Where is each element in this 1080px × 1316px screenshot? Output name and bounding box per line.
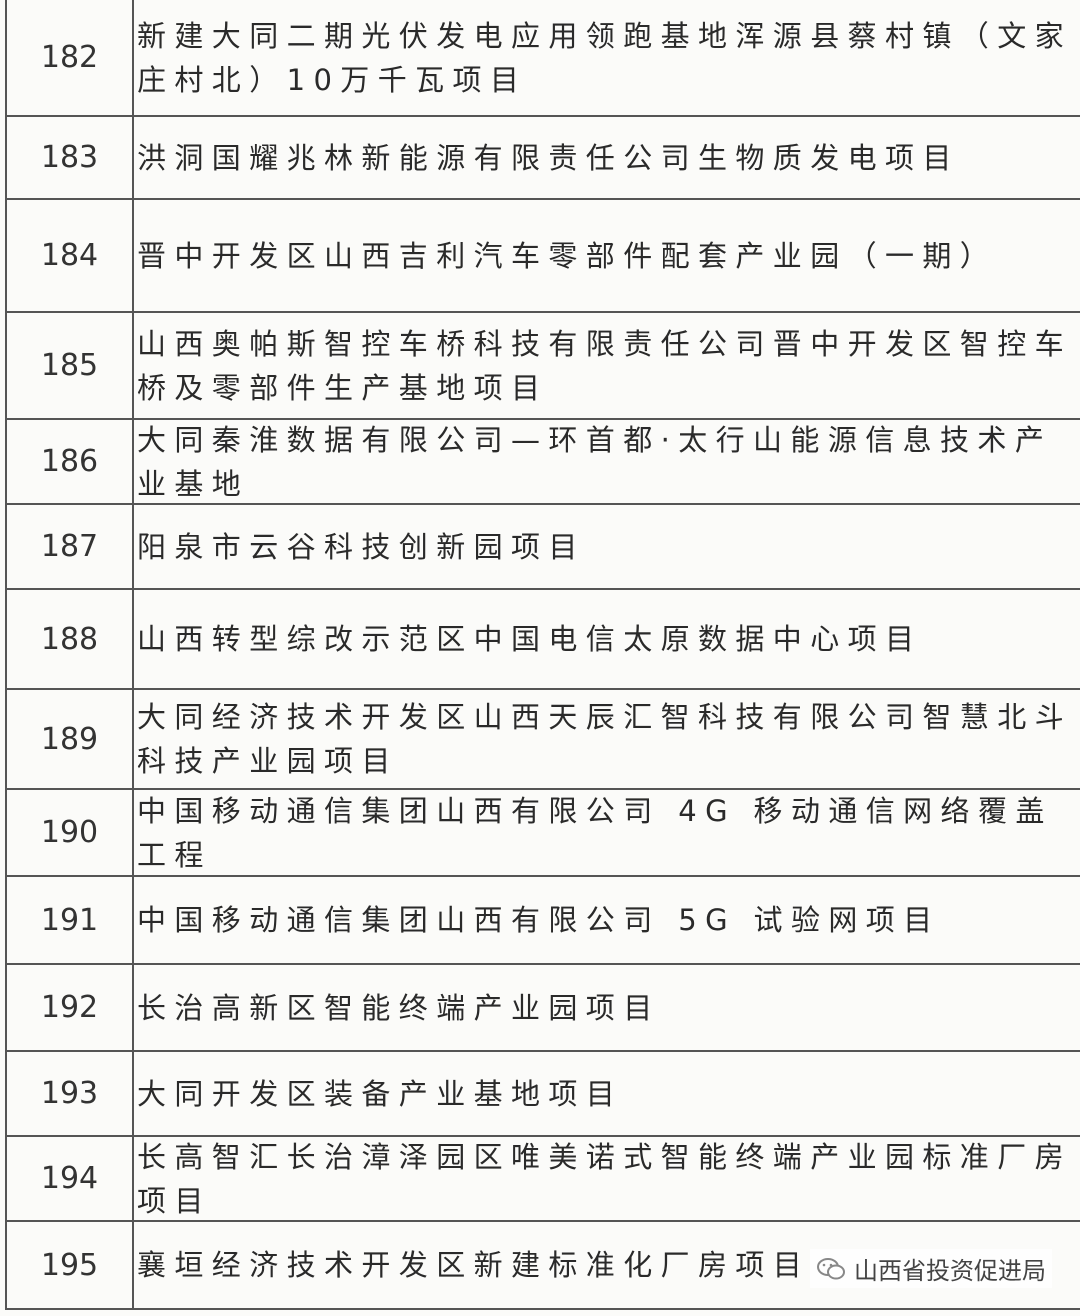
row-number: 187: [5, 505, 134, 588]
project-cell: 阳泉市云谷科技创新园项目: [137, 505, 1080, 588]
project-name: 山西奥帕斯智控车桥科技有限责任公司晋中开发区智控车桥及零部件生产基地项目: [137, 326, 1073, 405]
row-number: 191: [5, 877, 134, 963]
table-row: 194 长高智汇长治漳泽园区唯美诺式智能终端产业园标准厂房项目: [5, 1137, 1080, 1222]
row-number: 182: [5, 0, 134, 115]
project-cell: 长高智汇长治漳泽园区唯美诺式智能终端产业园标准厂房项目: [137, 1137, 1080, 1220]
project-name: 洪洞国耀兆林新能源有限责任公司生物质发电项目: [137, 140, 960, 175]
project-name: 新建大同二期光伏发电应用领跑基地浑源县蔡村镇（文家庄村北）10万千瓦项目: [137, 18, 1073, 97]
table-row: 184 晋中开发区山西吉利汽车零部件配套产业园（一期）: [5, 200, 1080, 313]
table-row: 193 大同开发区装备产业基地项目: [5, 1052, 1080, 1137]
row-number: 194: [5, 1137, 134, 1220]
row-number: 184: [5, 200, 134, 311]
project-name: 中国移动通信集团山西有限公司 5G 试验网项目: [137, 903, 941, 937]
table-row: 188 山西转型综改示范区中国电信太原数据中心项目: [5, 590, 1080, 690]
project-name: 大同经济技术开发区山西天辰汇智科技有限公司智慧北斗科技产业园项目: [137, 700, 1073, 778]
table-row: 195 襄垣经济技术开发区新建标准化厂房项目: [5, 1222, 1080, 1310]
project-cell: 中国移动通信集团山西有限公司 4G 移动通信网络覆盖工程: [137, 790, 1080, 875]
project-name: 大同秦淮数据有限公司—环首都·太行山能源信息技术产业基地: [137, 422, 1053, 501]
row-number: 186: [5, 420, 134, 503]
project-name: 晋中开发区山西吉利汽车零部件配套产业园（一期）: [137, 238, 998, 273]
project-cell: 洪洞国耀兆林新能源有限责任公司生物质发电项目: [137, 117, 1080, 198]
project-cell: 长治高新区智能终端产业园项目: [137, 965, 1080, 1050]
project-cell: 中国移动通信集团山西有限公司 5G 试验网项目: [137, 877, 1080, 963]
row-number: 192: [5, 965, 134, 1050]
table-row: 190 中国移动通信集团山西有限公司 4G 移动通信网络覆盖工程: [5, 790, 1080, 877]
watermark-text: 山西省投资促进局: [854, 1257, 1046, 1285]
project-cell: 大同开发区装备产业基地项目: [137, 1052, 1080, 1135]
row-number: 185: [5, 313, 134, 418]
project-name: 阳泉市云谷科技创新园项目: [137, 529, 586, 564]
row-number: 190: [5, 790, 134, 875]
table-row: 189 大同经济技术开发区山西天辰汇智科技有限公司智慧北斗科技产业园项目: [5, 690, 1080, 790]
project-cell: 大同经济技术开发区山西天辰汇智科技有限公司智慧北斗科技产业园项目: [137, 690, 1080, 788]
wechat-icon: [817, 1257, 845, 1279]
table-row: 192 长治高新区智能终端产业园项目: [5, 965, 1080, 1052]
project-cell: 襄垣经济技术开发区新建标准化厂房项目: [137, 1222, 1080, 1308]
project-cell: 大同秦淮数据有限公司—环首都·太行山能源信息技术产业基地: [137, 420, 1080, 503]
table-row: 185 山西奥帕斯智控车桥科技有限责任公司晋中开发区智控车桥及零部件生产基地项目: [5, 313, 1080, 420]
project-cell: 新建大同二期光伏发电应用领跑基地浑源县蔡村镇（文家庄村北）10万千瓦项目: [137, 0, 1080, 115]
project-name: 襄垣经济技术开发区新建标准化厂房项目: [137, 1248, 811, 1282]
table-row: 187 阳泉市云谷科技创新园项目: [5, 505, 1080, 590]
table-row: 186 大同秦淮数据有限公司—环首都·太行山能源信息技术产业基地: [5, 420, 1080, 505]
table-row: 191 中国移动通信集团山西有限公司 5G 试验网项目: [5, 877, 1080, 965]
row-number: 193: [5, 1052, 134, 1135]
project-name: 山西转型综改示范区中国电信太原数据中心项目: [137, 622, 923, 656]
row-number: 183: [5, 117, 134, 198]
project-name: 中国移动通信集团山西有限公司 4G 移动通信网络覆盖工程: [137, 793, 1053, 872]
project-name: 长高智汇长治漳泽园区唯美诺式智能终端产业园标准厂房项目: [137, 1139, 1073, 1218]
table-row: 183 洪洞国耀兆林新能源有限责任公司生物质发电项目: [5, 117, 1080, 200]
row-number: 195: [5, 1222, 134, 1308]
project-name: 长治高新区智能终端产业园项目: [137, 990, 661, 1025]
row-number: 189: [5, 690, 134, 788]
watermark: 山西省投资促进局: [810, 1249, 1052, 1288]
project-cell: 山西转型综改示范区中国电信太原数据中心项目: [137, 590, 1080, 688]
table-row: 182 新建大同二期光伏发电应用领跑基地浑源县蔡村镇（文家庄村北）10万千瓦项目: [5, 0, 1080, 117]
row-number: 188: [5, 590, 134, 688]
project-cell: 山西奥帕斯智控车桥科技有限责任公司晋中开发区智控车桥及零部件生产基地项目: [137, 313, 1080, 418]
project-name: 大同开发区装备产业基地项目: [137, 1076, 624, 1111]
project-cell: 晋中开发区山西吉利汽车零部件配套产业园（一期）: [137, 200, 1080, 311]
